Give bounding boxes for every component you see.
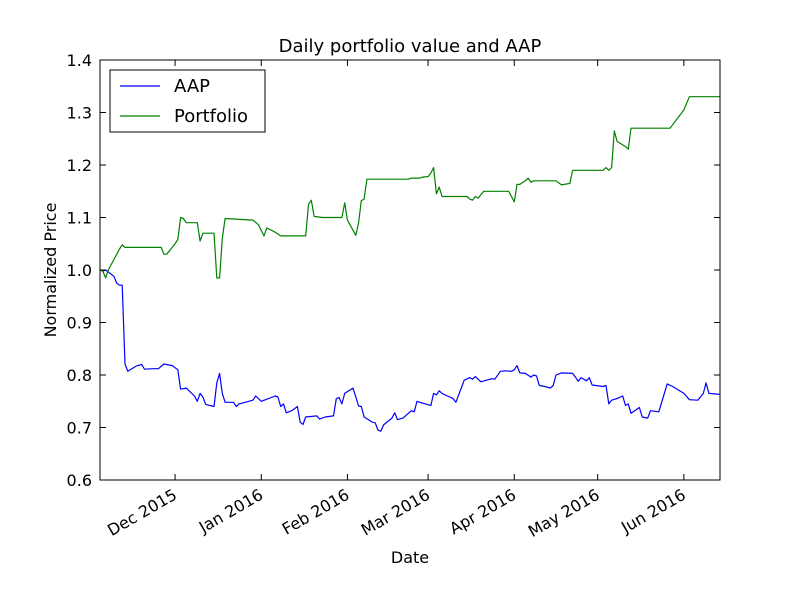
y-axis: 0.6 0.7 0.8 0.9 1.0 1.1 1.2 1.3 1.4: [67, 51, 720, 490]
y-tick-label: 1.1: [67, 209, 92, 228]
y-tick-label: 0.7: [67, 419, 92, 438]
x-tick-label: Apr 2016: [446, 485, 519, 538]
y-tick-label: 0.6: [67, 471, 92, 490]
x-tick-label: Jan 2016: [195, 485, 266, 537]
x-tick-label: Feb 2016: [279, 485, 353, 539]
y-tick-label: 1.3: [67, 104, 92, 123]
x-axis-title: Date: [391, 548, 429, 567]
y-axis-title: Normalized Price: [41, 203, 60, 338]
y-tick-label: 1.0: [67, 261, 92, 280]
y-tick-label: 0.9: [67, 314, 92, 333]
y-tick-label: 0.8: [67, 366, 92, 385]
legend-label-portfolio: Portfolio: [174, 106, 248, 127]
legend-box: [109, 69, 266, 133]
x-tick-label: Dec 2015: [104, 485, 180, 540]
legend-label-aap: AAP: [174, 76, 210, 97]
series-line-aap: [99, 269, 721, 432]
x-tick-label: Mar 2016: [358, 485, 433, 539]
y-tick-label: 1.2: [67, 156, 92, 175]
x-tick-label: May 2016: [525, 485, 603, 541]
y-tick-label: 1.4: [67, 51, 92, 70]
chart-title: Daily portfolio value and AAP: [279, 36, 542, 57]
series-line-portfolio: [99, 96, 720, 279]
legend: AAP Portfolio: [109, 69, 266, 133]
series-layer: [99, 96, 721, 432]
x-tick-label: Jun 2016: [617, 485, 689, 537]
